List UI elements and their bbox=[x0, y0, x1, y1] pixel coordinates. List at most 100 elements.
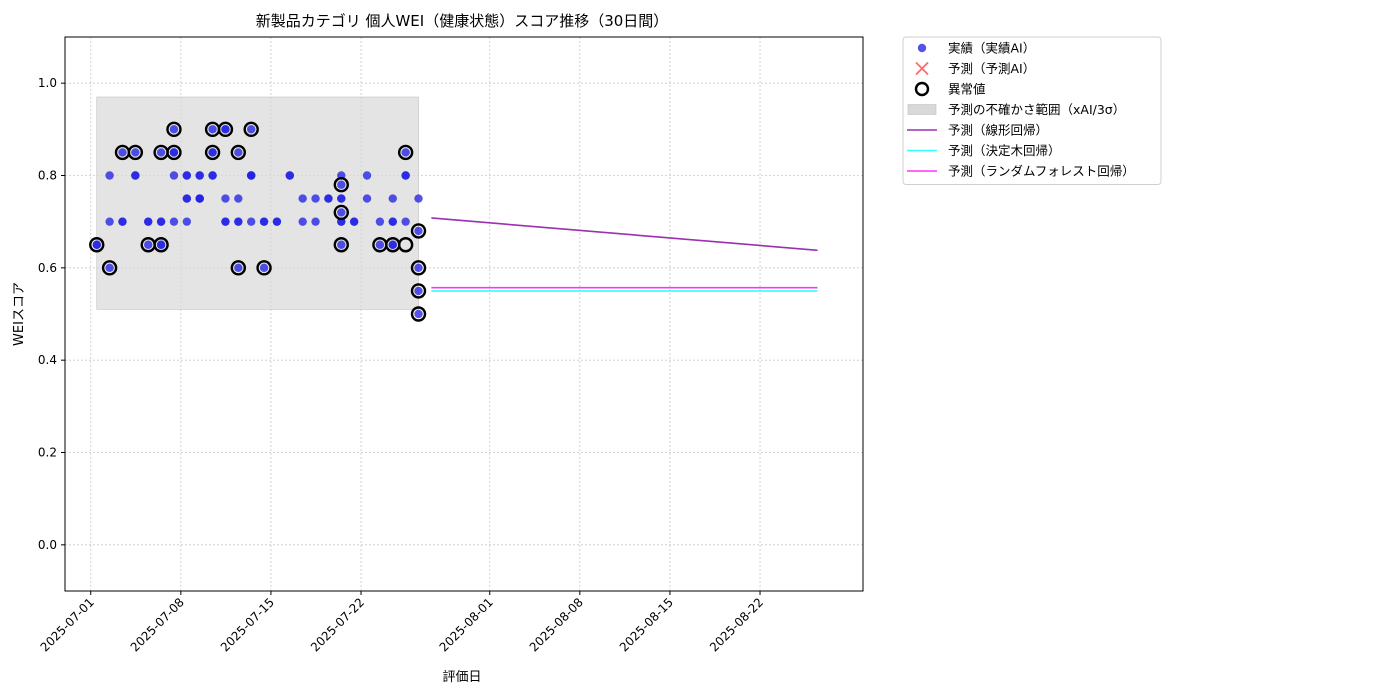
anomaly-point bbox=[89, 237, 105, 253]
x-tick-label: 2025-07-15 bbox=[218, 595, 277, 654]
actual-point bbox=[195, 171, 204, 180]
actual-point bbox=[234, 217, 243, 226]
anomaly-point bbox=[101, 260, 118, 276]
legend-label-tree: 予測（決定木回帰） bbox=[948, 143, 1061, 158]
anomaly-point bbox=[410, 306, 427, 322]
actual-point bbox=[272, 217, 282, 226]
legend-band-swatch bbox=[907, 104, 937, 115]
anomaly-point bbox=[230, 260, 247, 276]
actual-point bbox=[156, 148, 166, 157]
actual-point bbox=[195, 194, 204, 203]
anomaly-point bbox=[243, 121, 259, 138]
actual-point bbox=[208, 148, 217, 157]
actual-point bbox=[246, 171, 256, 180]
actual-point bbox=[414, 263, 423, 273]
legend-label-forest: 予測（ランダムフォレスト回帰） bbox=[948, 164, 1135, 179]
actual-point bbox=[285, 171, 295, 180]
actual-point bbox=[234, 194, 243, 203]
actual-point bbox=[221, 194, 230, 203]
actual-point bbox=[311, 194, 320, 203]
anomaly-point bbox=[333, 237, 349, 253]
legend-label-predicted: 予測（予測AI） bbox=[948, 61, 1035, 76]
actual-point bbox=[234, 148, 243, 157]
y-axis-label: WEIスコア bbox=[12, 282, 27, 346]
actual-point bbox=[221, 217, 230, 226]
actual-point bbox=[144, 217, 153, 226]
actual-point bbox=[169, 171, 179, 180]
actual-point bbox=[388, 194, 397, 203]
actual-point bbox=[182, 194, 192, 203]
actual-point bbox=[169, 217, 179, 226]
actual-point bbox=[337, 208, 346, 217]
x-tick-label: 2025-08-01 bbox=[437, 595, 496, 654]
anomaly-point bbox=[410, 283, 427, 299]
x-axis-label: 評価日 bbox=[442, 670, 481, 685]
actual-point bbox=[311, 217, 320, 226]
actual-point bbox=[401, 171, 410, 180]
actual-point bbox=[349, 217, 359, 226]
actual-point bbox=[246, 217, 256, 226]
actual-point bbox=[414, 286, 423, 296]
actual-point bbox=[234, 263, 243, 273]
x-tick-label: 2025-08-22 bbox=[707, 595, 766, 654]
actual-point bbox=[401, 148, 410, 157]
actual-point bbox=[259, 217, 269, 226]
y-tick-label: 0.0 bbox=[38, 538, 57, 552]
actual-point bbox=[298, 217, 307, 226]
anomaly-point bbox=[204, 144, 221, 161]
x-tick-label: 2025-07-08 bbox=[128, 595, 187, 654]
series-line-linear bbox=[431, 217, 818, 252]
actual-point bbox=[144, 240, 153, 249]
actual-point bbox=[208, 171, 217, 180]
x-tick-label: 2025-07-22 bbox=[308, 595, 367, 654]
x-tick-label: 2025-08-15 bbox=[617, 595, 676, 654]
anomaly-point bbox=[166, 121, 182, 138]
anomaly-point bbox=[410, 223, 427, 239]
plot-frame bbox=[64, 36, 864, 592]
anomaly-point bbox=[410, 260, 427, 276]
anomaly-point bbox=[127, 144, 144, 161]
legend-label-anomaly: 異常値 bbox=[948, 82, 986, 97]
actual-point bbox=[337, 180, 346, 189]
legend-actual-marker bbox=[917, 43, 927, 53]
legend-label-band: 予測の不確かさ範囲（xAI/3σ） bbox=[948, 102, 1125, 117]
anomaly-point bbox=[397, 144, 414, 161]
actual-point bbox=[131, 148, 140, 157]
actual-point bbox=[414, 194, 423, 203]
actual-point bbox=[92, 240, 101, 249]
x-tick-label: 2025-08-08 bbox=[527, 595, 586, 654]
actual-point bbox=[388, 240, 397, 249]
anomaly-point bbox=[397, 237, 414, 253]
actual-point bbox=[182, 217, 192, 226]
actual-point bbox=[388, 217, 397, 226]
actual-point bbox=[105, 217, 114, 226]
actual-point bbox=[169, 125, 179, 134]
actual-point bbox=[169, 148, 179, 157]
actual-point bbox=[259, 263, 269, 273]
actual-point bbox=[362, 171, 372, 180]
anomaly-point bbox=[333, 204, 349, 221]
y-tick-label: 0.8 bbox=[38, 169, 57, 183]
actual-point bbox=[221, 125, 230, 134]
x-tick-label: 2025-07-01 bbox=[38, 595, 97, 654]
actual-point bbox=[246, 125, 256, 134]
anomaly-point bbox=[333, 177, 349, 193]
actual-point bbox=[156, 217, 166, 226]
actual-point bbox=[156, 240, 166, 249]
actual-point bbox=[182, 171, 192, 180]
chart-title: 新製品カテゴリ 個人WEI（健康状態）スコア推移（30日間） bbox=[256, 12, 669, 30]
anomaly-point bbox=[217, 121, 234, 138]
actual-point bbox=[298, 194, 307, 203]
anomaly-point bbox=[153, 237, 169, 253]
y-tick-label: 0.2 bbox=[38, 446, 57, 460]
y-tick-label: 0.4 bbox=[38, 353, 57, 367]
y-tick-label: 1.0 bbox=[38, 76, 57, 90]
actual-point bbox=[414, 309, 423, 319]
legend-predicted-marker bbox=[915, 61, 929, 76]
actual-point bbox=[375, 217, 385, 226]
actual-point bbox=[105, 263, 114, 273]
actual-point bbox=[375, 240, 385, 249]
anomaly-point bbox=[166, 144, 182, 161]
